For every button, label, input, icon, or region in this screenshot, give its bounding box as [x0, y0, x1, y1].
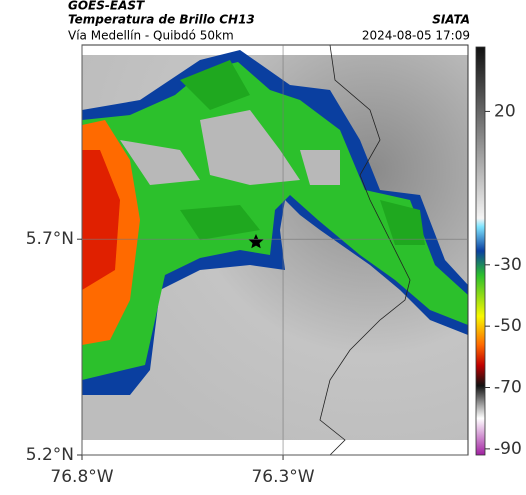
product: Temperatura de Brillo CH13 [68, 13, 255, 27]
colorbar-tick-label: -70 [494, 378, 522, 398]
y-tick-label: 5.7°N [26, 229, 74, 249]
y-tick-label: 5.2°N [26, 445, 74, 465]
agency: GOES-EAST [68, 0, 145, 13]
x-tick-label: 76.8°W [50, 467, 113, 487]
route: Vía Medellín - Quibdó 50km [68, 29, 234, 43]
timestamp: 2024-08-05 17:09 [362, 29, 470, 43]
colorbar-tick-label: -90 [494, 439, 522, 459]
city-marker [248, 234, 264, 249]
colorbar-tick-label: -50 [494, 316, 522, 336]
satellite-image [82, 45, 468, 455]
x-tick-label: 76.3°W [251, 467, 314, 487]
colorbar-tick-label: 20 [494, 101, 516, 121]
colorbar-tick-label: -30 [494, 255, 522, 275]
source: SIATA [432, 13, 470, 27]
colorbar [475, 46, 486, 456]
